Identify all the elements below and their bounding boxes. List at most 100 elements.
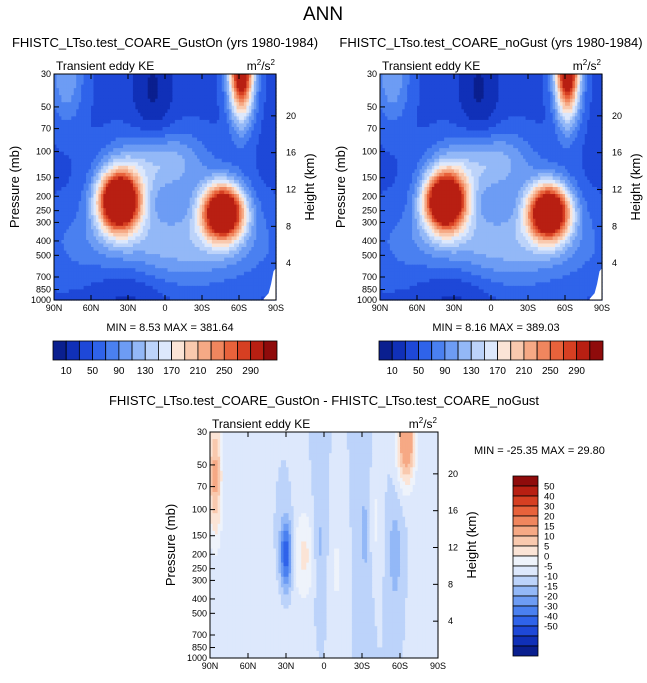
contour-cell [266, 112, 270, 117]
contour-cell [120, 77, 124, 82]
contour-cell [91, 116, 95, 121]
contour-cell [140, 105, 144, 110]
contour-cell [248, 105, 252, 110]
contour-cell [199, 102, 203, 107]
contour-cell [266, 95, 270, 100]
contour-cell [78, 77, 82, 82]
contour-cell [224, 81, 228, 86]
contour-cell [239, 91, 243, 96]
contour-cell [248, 112, 252, 117]
contour-cell [189, 74, 193, 79]
contour-cell [132, 105, 136, 110]
contour-cell [253, 91, 257, 96]
contour-cell [147, 102, 151, 107]
contour-cell [128, 98, 132, 103]
contour-cell [204, 91, 208, 96]
contour-cell [61, 105, 65, 110]
contour-cell [169, 88, 173, 93]
contour-cell [105, 74, 109, 79]
contour-cell [253, 74, 257, 79]
contour-cell [263, 88, 267, 93]
contour-cell [224, 105, 228, 110]
contour-cell [61, 88, 65, 93]
contour-cell [167, 98, 171, 103]
contour-cell [261, 102, 265, 107]
contour-cell [108, 74, 112, 79]
contour-cell [224, 88, 228, 93]
contour-cell [251, 112, 255, 117]
contour-cell [150, 116, 154, 121]
contour-cell [108, 112, 112, 117]
contour-cell [71, 109, 75, 114]
contour-cell [199, 84, 203, 89]
contour-cell [216, 84, 220, 89]
contour-cell [268, 95, 272, 100]
contour-cell [187, 91, 191, 96]
contour-cell [189, 77, 193, 82]
contour-cell [142, 116, 146, 121]
contour-cell [234, 105, 238, 110]
contour-cell [63, 102, 67, 107]
contour-cell [246, 84, 250, 89]
contour-cell [258, 116, 262, 121]
contour-cell [157, 88, 161, 93]
contour-cell [130, 84, 134, 89]
contour-cell [118, 95, 122, 100]
contour-cell [268, 88, 272, 93]
contour-cell [145, 98, 149, 103]
contour-cell [98, 109, 102, 114]
contour-cell [120, 109, 124, 114]
contour-cell [76, 98, 80, 103]
contour-cell [162, 84, 166, 89]
contour-cell [110, 77, 114, 82]
contour-cell [137, 95, 141, 100]
contour-cell [157, 95, 161, 100]
contour-cell [137, 81, 141, 86]
contour-cell [71, 91, 75, 96]
contour-cell [123, 116, 127, 121]
contour-cell [56, 98, 60, 103]
contour-cell [54, 77, 58, 82]
contour-cell [211, 102, 215, 107]
contour-cell [194, 109, 198, 114]
contour-cell [100, 77, 104, 82]
contour-cell [167, 116, 171, 121]
contour-cell [115, 74, 119, 79]
contour-cell [165, 105, 169, 110]
contour-cell [187, 95, 191, 100]
contour-cell [206, 109, 210, 114]
contour-cell [100, 105, 104, 110]
contour-cell [83, 91, 87, 96]
contour-cell [128, 84, 132, 89]
contour-cell [115, 77, 119, 82]
contour-cell [147, 91, 151, 96]
contour-cell [58, 88, 62, 93]
contour-cell [78, 98, 82, 103]
contour-cell [182, 102, 186, 107]
contour-cell [157, 81, 161, 86]
contour-cell [169, 102, 173, 107]
contour-cell [137, 105, 141, 110]
contour-cell [165, 81, 169, 86]
contour-cell [123, 81, 127, 86]
contour-cell [165, 74, 169, 79]
contour-cell [258, 105, 262, 110]
contour-cell [184, 81, 188, 86]
contour-cell [73, 116, 77, 121]
contour-cell [179, 88, 183, 93]
contour-cell [71, 84, 75, 89]
contour-cell [266, 105, 270, 110]
contour-cell [271, 116, 275, 121]
contour-cell [71, 81, 75, 86]
contour-cell [266, 81, 270, 86]
contour-cell [145, 77, 149, 82]
contour-cell [224, 84, 228, 89]
contour-cell [130, 105, 134, 110]
contour-cell [145, 105, 149, 110]
contour-cell [88, 116, 92, 121]
contour-cell [189, 84, 193, 89]
contour-cell [88, 112, 92, 117]
contour-cell [157, 98, 161, 103]
contour-cell [273, 102, 277, 107]
contour-cell [61, 84, 65, 89]
